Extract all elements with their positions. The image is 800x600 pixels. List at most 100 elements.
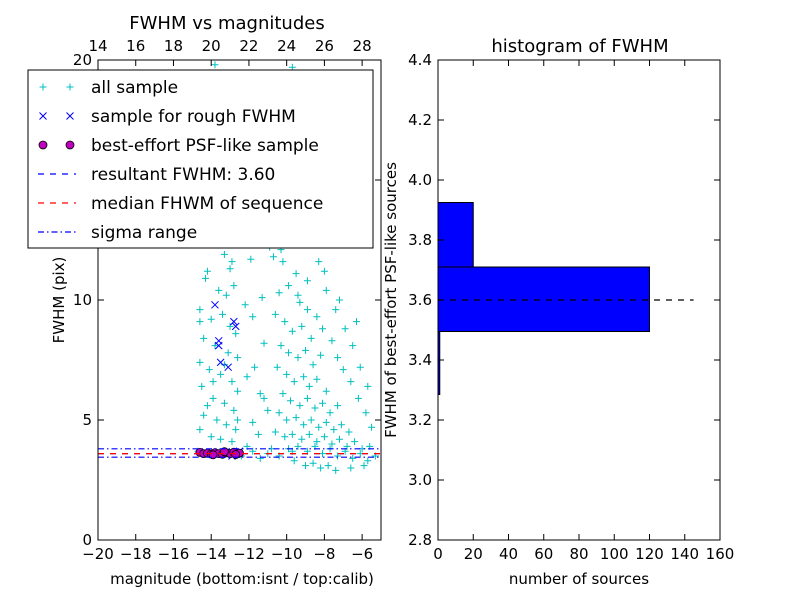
all-sample-point [249, 313, 257, 321]
all-sample-point [320, 267, 328, 275]
legend-entry: median FHWM of sequence [38, 194, 323, 214]
top-x-tick-label: 28 [353, 37, 372, 55]
all-sample-point [271, 310, 279, 318]
legend-marker-swatch [65, 140, 75, 150]
all-sample-point [283, 370, 291, 378]
all-sample-point [294, 442, 302, 450]
rough-fwhm-point [211, 300, 219, 309]
all-sample-point [332, 466, 340, 474]
y-tick-label: 4.0 [408, 171, 432, 189]
all-sample-point [281, 318, 289, 326]
all-sample-point [258, 294, 266, 302]
all-sample-point [360, 462, 368, 470]
all-sample-point [285, 282, 293, 290]
all-sample-point [196, 426, 204, 434]
legend-label: all sample [91, 78, 178, 98]
all-sample-point [228, 378, 236, 386]
all-sample-point [230, 406, 238, 414]
y-tick-label: 2.8 [408, 531, 432, 549]
histogram-bar [437, 202, 474, 268]
all-sample-point [349, 342, 357, 350]
x-tick-label: −12 [233, 545, 265, 563]
all-sample-point [219, 310, 227, 318]
all-sample-point [249, 447, 257, 455]
all-sample-point [228, 258, 236, 266]
all-sample-point [234, 354, 242, 362]
all-sample-point [271, 428, 279, 436]
all-sample-point [251, 363, 259, 371]
all-sample-point [313, 313, 321, 321]
legend-marker-swatch [66, 112, 74, 120]
all-sample-point [364, 457, 372, 465]
all-sample-point [315, 258, 323, 266]
all-sample-point [230, 282, 238, 290]
all-sample-point [349, 454, 357, 462]
all-sample-point [222, 291, 230, 299]
all-sample-point [330, 426, 338, 434]
x-tick-label: 0 [433, 545, 443, 563]
all-sample-point [305, 430, 313, 438]
all-sample-point [322, 286, 330, 294]
all-sample-point [298, 322, 306, 330]
all-sample-point [243, 373, 251, 381]
legend-label: sigma range [91, 223, 197, 243]
histogram-bar [437, 266, 650, 332]
y-tick-label: 4.4 [408, 51, 432, 69]
y-tick-label: 3.6 [408, 291, 432, 309]
all-sample-point [307, 334, 315, 342]
all-sample-point [326, 409, 334, 417]
all-sample-point [324, 462, 332, 470]
all-sample-point [302, 462, 310, 470]
all-sample-point [275, 409, 283, 417]
x-tick-label: 80 [569, 545, 588, 563]
all-sample-point [356, 363, 364, 371]
legend-box [27, 69, 374, 249]
legend-marker-swatch [39, 112, 47, 120]
all-sample-point [224, 349, 232, 357]
all-sample-point [288, 430, 296, 438]
x-tick-label: 60 [534, 545, 553, 563]
legend-entry: sample for rough FWHM [39, 107, 296, 127]
legend-label: median FHWM of sequence [91, 194, 323, 214]
all-sample-point [303, 306, 311, 314]
y-tick-label: 3.0 [408, 471, 432, 489]
all-sample-point [277, 342, 285, 350]
all-sample-point [294, 354, 302, 362]
y-tick-label: 4.2 [408, 111, 432, 129]
legend-entry: resultant FWHM: 3.60 [38, 165, 275, 185]
all-sample-point [202, 274, 210, 282]
all-sample-point [334, 402, 342, 410]
all-sample-point [196, 318, 204, 326]
scatter-x-ticks: −20 −18 −16 −14 −12 −10 −8 −6 [82, 60, 373, 563]
all-sample-point [319, 325, 327, 333]
all-sample-point [328, 440, 336, 448]
top-x-tick-label: 20 [202, 37, 221, 55]
histogram-x-ticks: 0 20 40 60 80 100 120 140 160 [433, 60, 734, 563]
all-sample-point [273, 363, 281, 371]
x-tick-label: 160 [706, 545, 735, 563]
all-sample-point [226, 265, 234, 273]
all-sample-point [364, 382, 372, 390]
all-sample-point [209, 378, 217, 386]
all-sample-point [313, 375, 321, 383]
all-sample-point [343, 442, 351, 450]
x-tick-label: −14 [195, 545, 227, 563]
all-sample-point [196, 306, 204, 314]
top-x-tick-label: 22 [239, 37, 258, 55]
top-x-tick-label: 24 [277, 37, 296, 55]
legend-entry: best-effort PSF-like sample [38, 136, 319, 156]
all-sample-point [279, 258, 287, 266]
all-sample-point [220, 250, 228, 258]
all-sample-point [309, 459, 317, 467]
rough-fwhm-point [224, 363, 233, 372]
all-sample-point [300, 421, 308, 429]
all-sample-point [207, 315, 215, 323]
all-sample-point [256, 390, 264, 398]
psf-like-point [231, 450, 241, 459]
all-sample-point [328, 337, 336, 345]
all-sample-point [317, 351, 325, 359]
all-sample-point [205, 366, 213, 374]
y-tick-label: 3.4 [408, 351, 432, 369]
all-sample-point [334, 452, 342, 460]
